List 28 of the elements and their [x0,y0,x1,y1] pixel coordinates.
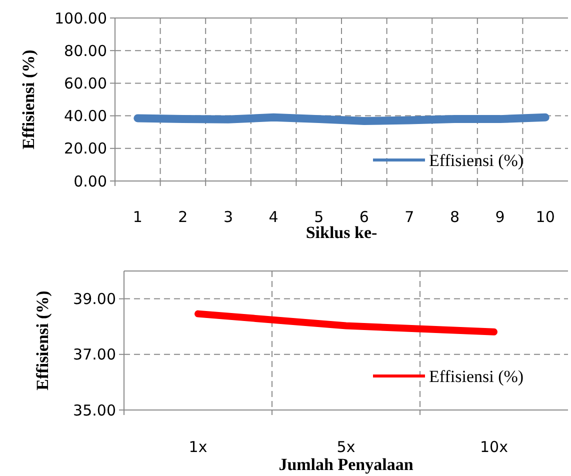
x-tick-label: 2 [178,208,188,226]
y-axis-title: Effisiensi (%) [18,50,38,150]
y-tick-label: 37.00 [73,346,116,364]
x-tick-label: 5 [314,208,324,226]
y-tick-label: 60.00 [64,74,107,92]
y-tick-label: 20.00 [64,140,107,158]
y-axis-title: Effisiensi (%) [32,290,52,390]
y-tick-label: 0.00 [74,172,107,190]
y-tick-label: 40.00 [64,107,107,126]
x-tick-label: 8 [450,208,460,226]
y-tick-label: 39.00 [73,290,116,308]
x-tick-label: 5x [336,438,356,456]
legend-label: Effisiensi (%) [429,366,524,386]
x-tick-label: 10 [536,208,555,226]
x-axis-title: Siklus ke- [306,223,378,242]
x-axis-title: Jumlah Penyalaan [278,455,414,474]
y-tick-label: 80.00 [64,42,107,60]
x-tick-label: 9 [495,208,505,226]
legend-label: Effisiensi (%) [429,150,524,170]
y-tick-label: 35.00 [73,401,116,420]
x-tick-label: 10x [480,438,508,456]
y-tick-label: 100.00 [54,9,107,28]
x-tick-label: 4 [268,208,278,226]
x-tick-label: 6 [359,208,369,226]
x-tick-label: 7 [404,208,414,226]
x-tick-label: 3 [223,208,234,226]
x-tick-label: 1 [132,208,142,226]
x-tick-label: 1x [188,438,208,456]
